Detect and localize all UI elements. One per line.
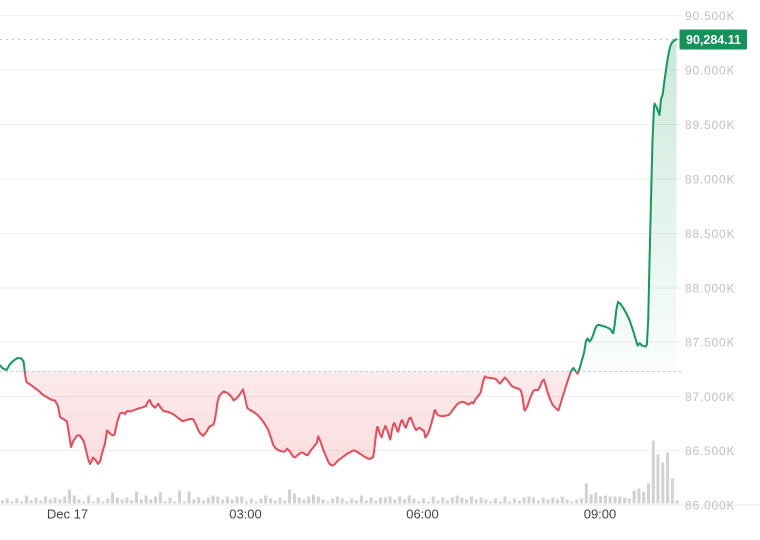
svg-text:88.500K: 88.500K [685, 227, 735, 241]
svg-text:90,284.11: 90,284.11 [686, 33, 741, 47]
svg-text:09:00: 09:00 [584, 507, 617, 522]
svg-text:90.000K: 90.000K [685, 63, 735, 77]
svg-text:03:00: 03:00 [229, 507, 262, 522]
svg-text:87.000K: 87.000K [685, 390, 735, 404]
svg-text:06:00: 06:00 [406, 507, 439, 522]
svg-text:86.500K: 86.500K [685, 444, 735, 458]
svg-text:86.000K: 86.000K [685, 498, 735, 512]
svg-text:89.500K: 89.500K [685, 118, 735, 132]
svg-text:Dec 17: Dec 17 [47, 507, 88, 522]
svg-text:89.000K: 89.000K [685, 172, 735, 186]
svg-text:90.500K: 90.500K [685, 9, 735, 23]
svg-text:87.500K: 87.500K [685, 335, 735, 349]
svg-text:88.000K: 88.000K [685, 281, 735, 295]
